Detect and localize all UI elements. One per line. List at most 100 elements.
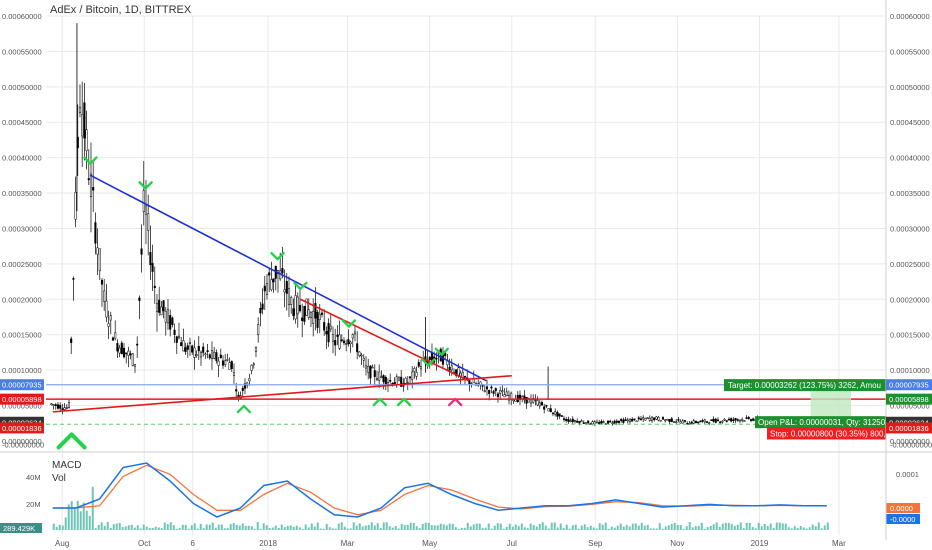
volume-bar bbox=[442, 524, 445, 530]
volume-bar bbox=[490, 528, 493, 530]
volume-bar bbox=[355, 525, 358, 530]
volume-bar bbox=[721, 523, 724, 530]
volume-bar bbox=[124, 526, 127, 530]
volume-bar bbox=[745, 522, 748, 530]
candle-body bbox=[78, 106, 82, 113]
volume-bar bbox=[202, 528, 205, 530]
candle-body bbox=[578, 421, 581, 424]
volume-bar bbox=[268, 527, 271, 530]
candle-body bbox=[598, 422, 601, 425]
volume-bar bbox=[316, 522, 319, 530]
candle-body bbox=[703, 419, 706, 423]
candle-body bbox=[290, 297, 293, 306]
candle-body bbox=[672, 421, 676, 423]
volume-bar bbox=[694, 526, 697, 530]
volume-bar bbox=[433, 525, 436, 530]
macd-tag-blue-text: -0.0000 bbox=[890, 515, 915, 524]
candle-body bbox=[668, 419, 671, 422]
volume-bar bbox=[718, 526, 721, 530]
candle-body bbox=[272, 278, 275, 283]
candle-body bbox=[144, 205, 148, 215]
volume-bar bbox=[451, 523, 454, 530]
candle-body bbox=[100, 279, 104, 285]
volume-bar bbox=[148, 527, 151, 530]
candle-body bbox=[61, 408, 64, 411]
volume-bar bbox=[667, 525, 670, 530]
candle-body bbox=[681, 420, 684, 424]
volume-bar bbox=[199, 523, 202, 530]
candle-body bbox=[573, 420, 577, 422]
volume-bar bbox=[55, 526, 58, 530]
volume-bar bbox=[607, 528, 610, 530]
volume-bar bbox=[418, 528, 421, 530]
candle-body bbox=[435, 357, 438, 360]
volume-bar bbox=[58, 524, 61, 530]
volume-bar bbox=[757, 522, 760, 530]
position-tool[interactable]: Target: 0.00003262 (123.75%) 3262, Amou O… bbox=[724, 379, 908, 440]
candle-body bbox=[193, 347, 196, 358]
candle-body bbox=[191, 345, 194, 353]
volume-bar bbox=[772, 527, 775, 530]
volume-bar bbox=[799, 525, 802, 530]
y-tick-label-right: 0.00055000 bbox=[890, 47, 930, 56]
arrow-down-icon bbox=[341, 319, 357, 328]
left-price-tag bbox=[0, 393, 44, 405]
candle-body bbox=[745, 417, 748, 419]
candle-body bbox=[558, 413, 561, 417]
candle-body bbox=[675, 421, 678, 423]
candle-body bbox=[243, 383, 247, 389]
candle-body bbox=[153, 285, 156, 288]
candle-body bbox=[369, 365, 372, 379]
candle-body bbox=[415, 372, 418, 377]
candle-body bbox=[617, 421, 621, 423]
volume-bar bbox=[430, 525, 433, 530]
candle-body bbox=[89, 173, 93, 197]
candle-body bbox=[384, 376, 387, 385]
candle-body bbox=[749, 419, 753, 421]
volume-bar bbox=[85, 510, 88, 530]
x-tick-label: May bbox=[422, 539, 437, 548]
volume-bar bbox=[304, 524, 307, 530]
volume-bar bbox=[166, 524, 169, 530]
candle-body bbox=[312, 311, 315, 324]
volume-bar bbox=[541, 522, 544, 530]
candle-body bbox=[510, 392, 513, 400]
candle-body bbox=[375, 378, 379, 381]
y-tick-label-right: 0.00020000 bbox=[890, 295, 930, 304]
candle-body bbox=[325, 331, 328, 335]
indicator-name: MACD bbox=[52, 460, 81, 471]
candle-body bbox=[628, 418, 632, 423]
volume-bar bbox=[76, 500, 79, 530]
candle-body bbox=[360, 354, 363, 357]
volume-bar bbox=[364, 525, 367, 530]
volume-bar bbox=[247, 525, 250, 530]
volume-bar bbox=[739, 522, 742, 530]
volume-bar bbox=[538, 523, 541, 530]
candle-body bbox=[140, 248, 143, 255]
volume-bar bbox=[151, 527, 154, 530]
candle-body bbox=[254, 347, 258, 352]
candle-body bbox=[565, 418, 568, 421]
candle-body bbox=[241, 387, 244, 391]
target-label: Target: 0.00003262 (123.75%) 3262, Amou bbox=[728, 381, 881, 390]
volume-bar bbox=[676, 524, 679, 530]
volume-bar bbox=[682, 528, 685, 530]
candle-body bbox=[340, 339, 343, 342]
candle-body bbox=[562, 418, 566, 420]
candle-body bbox=[646, 417, 649, 419]
volume-bar bbox=[130, 524, 133, 530]
candle-body bbox=[411, 371, 414, 380]
volume-bar bbox=[601, 524, 604, 530]
volume-bar bbox=[223, 528, 226, 530]
signal-arrows bbox=[56, 156, 463, 450]
volume-bar bbox=[790, 528, 793, 530]
candle-body bbox=[318, 313, 321, 320]
candle-body bbox=[329, 325, 332, 330]
volume-bar bbox=[286, 525, 289, 530]
volume-bar bbox=[112, 524, 115, 530]
candle-body bbox=[738, 419, 742, 422]
x-tick-label: Mar bbox=[341, 539, 355, 548]
candle-body bbox=[382, 375, 385, 383]
volume-bar bbox=[403, 524, 406, 530]
